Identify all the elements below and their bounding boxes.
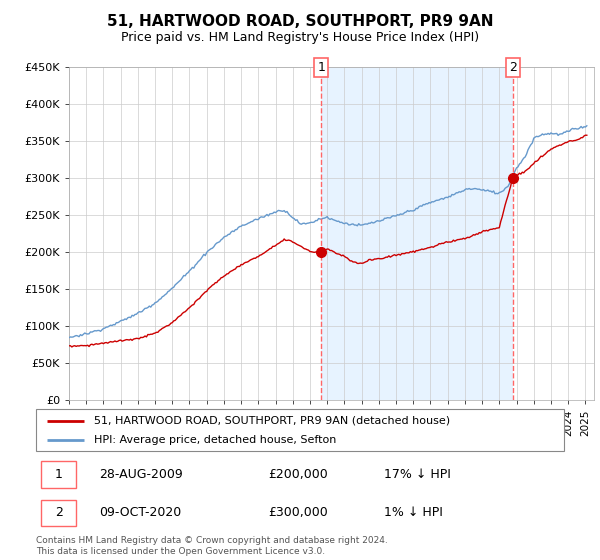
Text: 1: 1 xyxy=(55,468,62,480)
Text: 17% ↓ HPI: 17% ↓ HPI xyxy=(385,468,451,480)
Text: 51, HARTWOOD ROAD, SOUTHPORT, PR9 9AN: 51, HARTWOOD ROAD, SOUTHPORT, PR9 9AN xyxy=(107,14,493,29)
Text: 09-OCT-2020: 09-OCT-2020 xyxy=(100,506,182,519)
Text: 28-AUG-2009: 28-AUG-2009 xyxy=(100,468,183,480)
Text: HPI: Average price, detached house, Sefton: HPI: Average price, detached house, Seft… xyxy=(94,435,337,445)
Text: 1% ↓ HPI: 1% ↓ HPI xyxy=(385,506,443,519)
FancyBboxPatch shape xyxy=(41,461,76,488)
FancyBboxPatch shape xyxy=(41,500,76,526)
Text: Price paid vs. HM Land Registry's House Price Index (HPI): Price paid vs. HM Land Registry's House … xyxy=(121,31,479,44)
Text: 2: 2 xyxy=(509,60,517,74)
FancyBboxPatch shape xyxy=(36,409,564,451)
Text: £300,000: £300,000 xyxy=(268,506,328,519)
Text: Contains HM Land Registry data © Crown copyright and database right 2024.
This d: Contains HM Land Registry data © Crown c… xyxy=(36,536,388,556)
Text: 51, HARTWOOD ROAD, SOUTHPORT, PR9 9AN (detached house): 51, HARTWOOD ROAD, SOUTHPORT, PR9 9AN (d… xyxy=(94,416,450,426)
Text: 2: 2 xyxy=(55,506,62,519)
Text: £200,000: £200,000 xyxy=(268,468,328,480)
Bar xyxy=(321,67,512,400)
Text: 1: 1 xyxy=(317,60,325,74)
